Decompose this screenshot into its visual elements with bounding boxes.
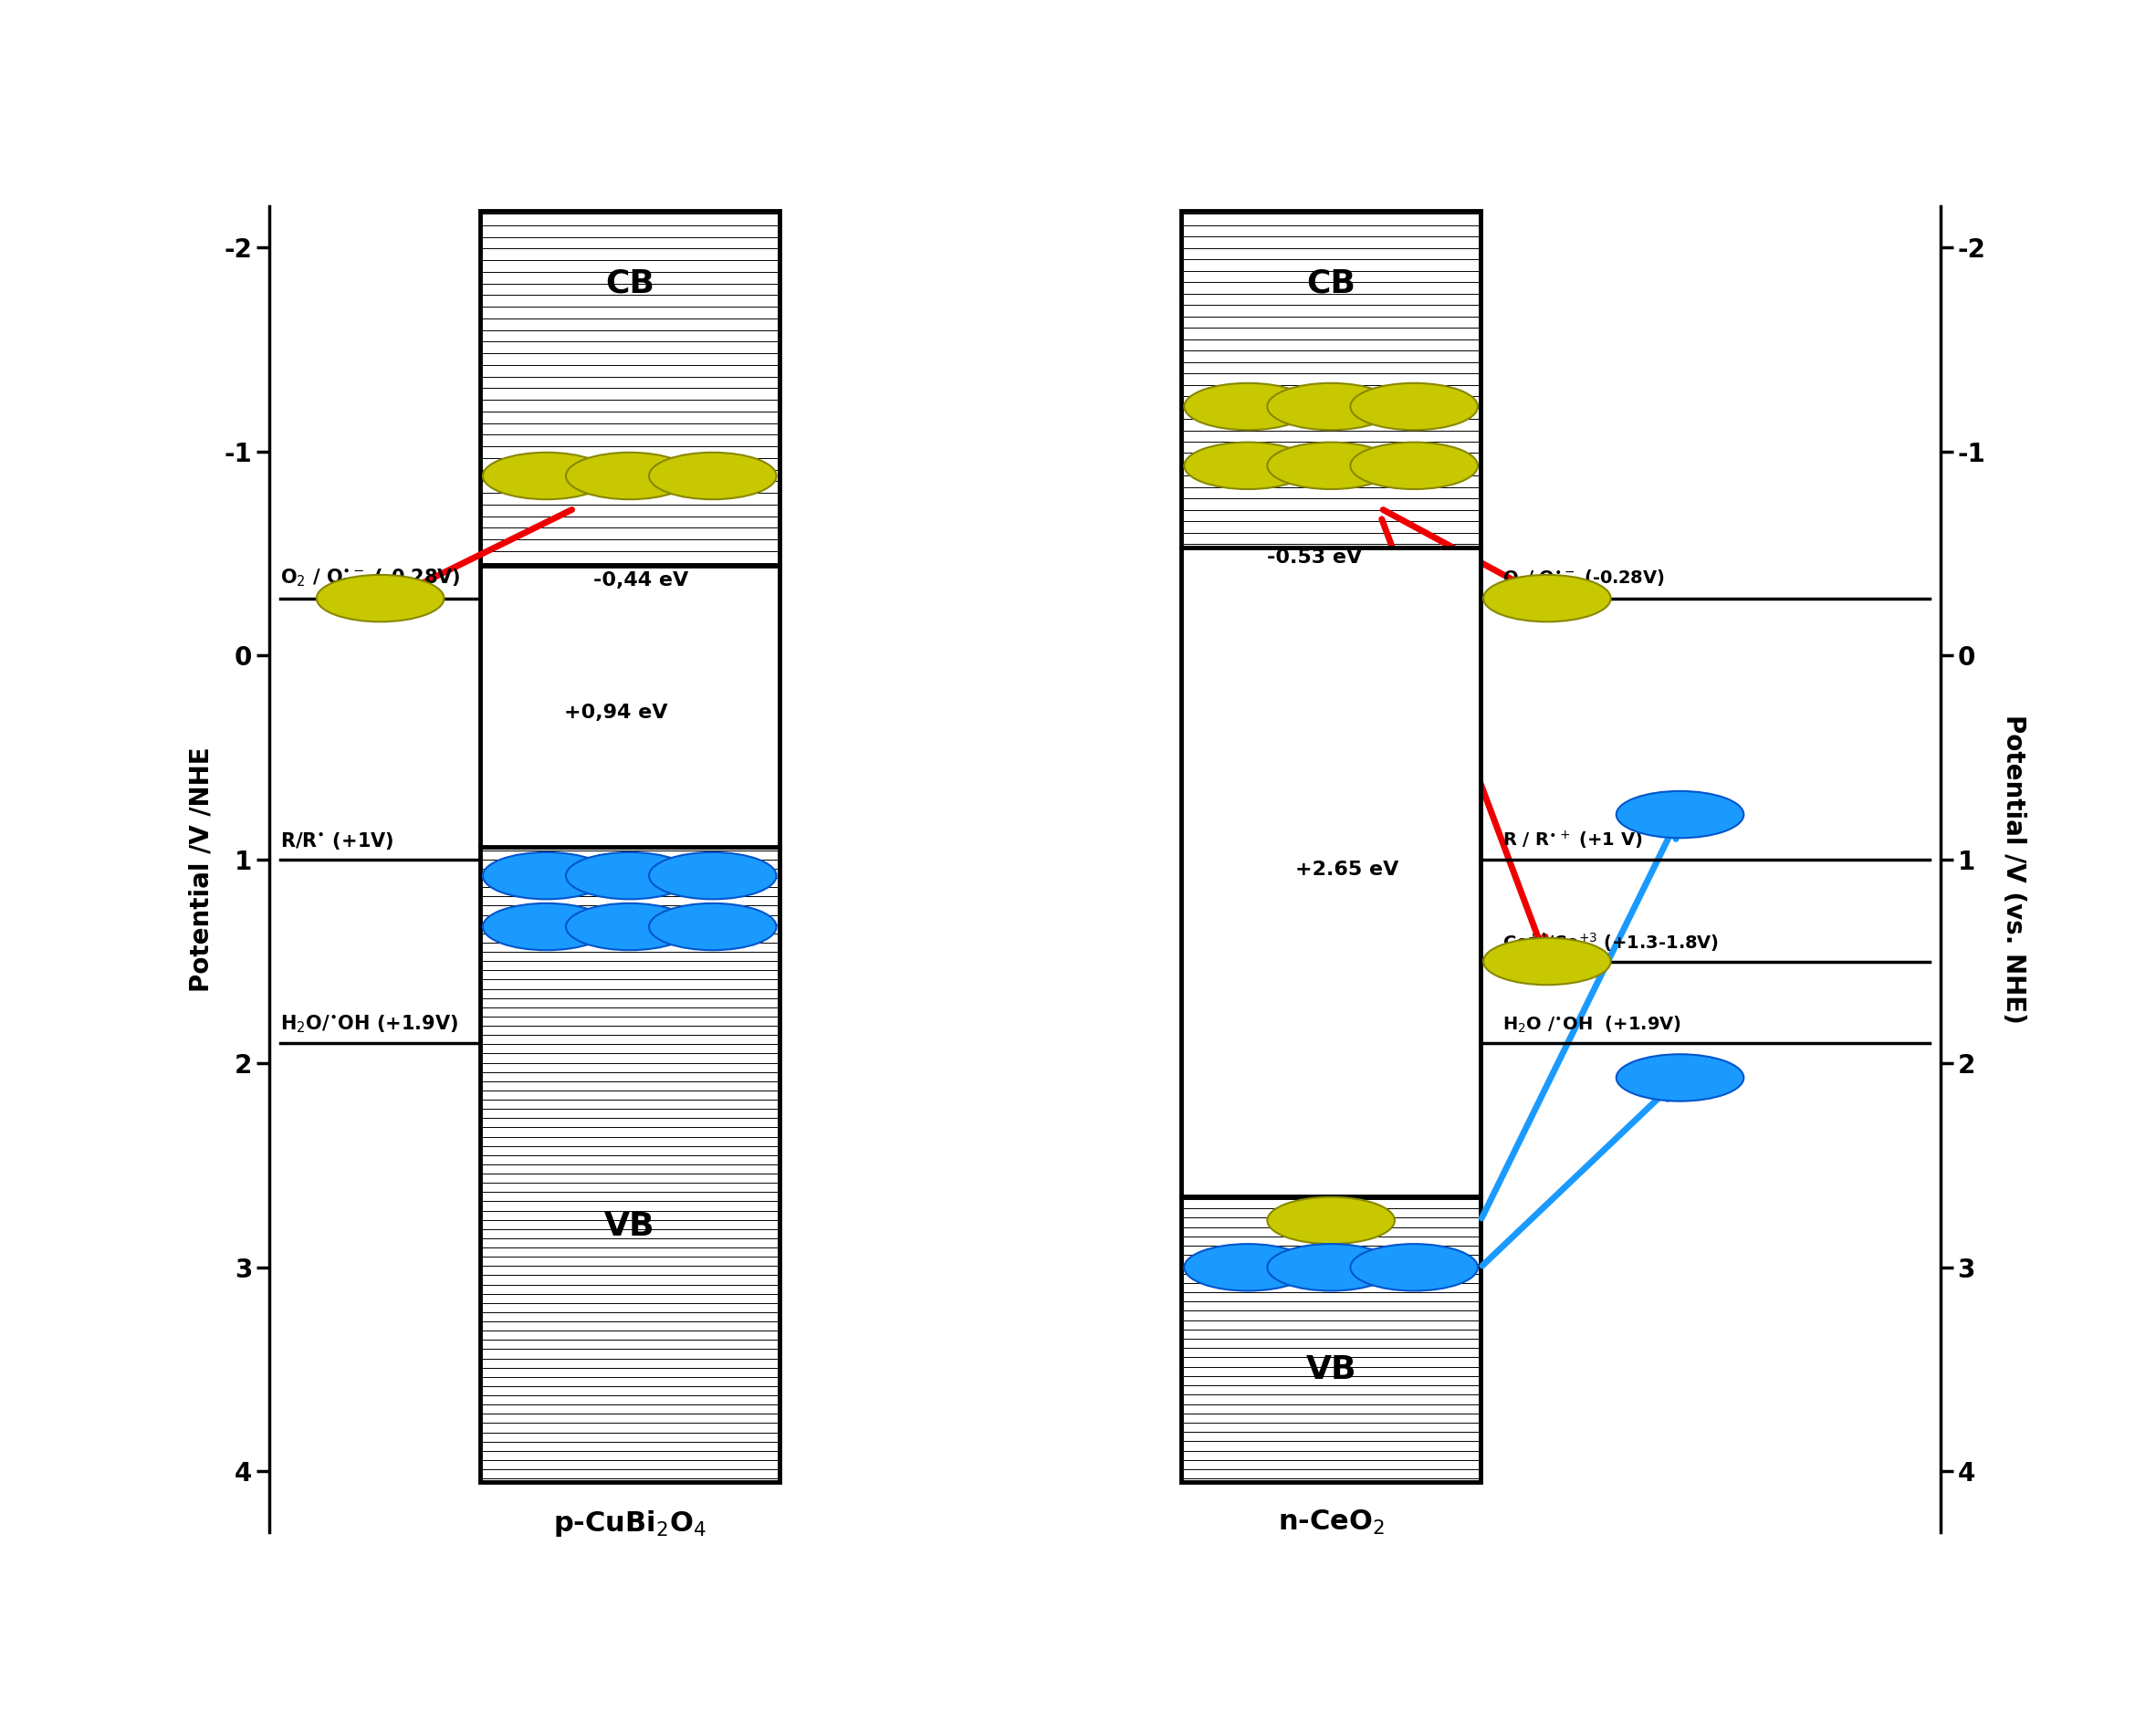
Circle shape — [565, 904, 694, 951]
Circle shape — [1617, 1054, 1744, 1100]
Y-axis label: Potential /V /NHE: Potential /V /NHE — [188, 747, 213, 992]
Text: H$_2$O/$^{\bullet}$OH (+1.9V): H$_2$O/$^{\bullet}$OH (+1.9V) — [280, 1013, 459, 1035]
Text: n-CeO$_2$: n-CeO$_2$ — [1279, 1508, 1384, 1536]
Circle shape — [565, 852, 694, 899]
Text: R / R$^{\bullet +}$ (+1 V): R / R$^{\bullet +}$ (+1 V) — [1503, 828, 1643, 851]
Text: O$_2$/ O$_2^{\bullet -}$ (-0.28V): O$_2$/ O$_2^{\bullet -}$ (-0.28V) — [1503, 568, 1664, 591]
Circle shape — [1184, 443, 1311, 489]
Text: p-CuBi$_2$O$_4$: p-CuBi$_2$O$_4$ — [554, 1508, 707, 1538]
Text: VB: VB — [604, 1211, 655, 1242]
Text: O$_2$ / O$_2^{\bullet -}$ (-0.28V): O$_2$ / O$_2^{\bullet -}$ (-0.28V) — [280, 567, 461, 591]
Text: -0.53 eV: -0.53 eV — [1268, 548, 1363, 567]
Circle shape — [483, 852, 610, 899]
Circle shape — [1483, 575, 1611, 622]
Bar — [481, 847, 778, 1481]
Circle shape — [1184, 1243, 1311, 1292]
Circle shape — [1350, 1243, 1477, 1292]
Circle shape — [1268, 1243, 1395, 1292]
Circle shape — [1268, 1197, 1395, 1243]
Y-axis label: Potential /V (vs. NHE): Potential /V (vs. NHE) — [2001, 715, 2027, 1025]
Circle shape — [317, 575, 444, 622]
Text: +2.65 eV: +2.65 eV — [1296, 861, 1399, 878]
Circle shape — [1350, 382, 1477, 430]
Text: H$_2$O /$^{\bullet}$OH  (+1.9V): H$_2$O /$^{\bullet}$OH (+1.9V) — [1503, 1014, 1682, 1035]
Circle shape — [1483, 938, 1611, 985]
Circle shape — [1268, 382, 1395, 430]
Circle shape — [649, 904, 776, 951]
Text: CB: CB — [1307, 269, 1356, 300]
Circle shape — [483, 453, 610, 499]
Bar — [1181, 548, 1481, 1197]
Circle shape — [649, 852, 776, 899]
Bar — [1181, 1197, 1481, 1481]
Circle shape — [1617, 790, 1744, 839]
Circle shape — [1350, 443, 1477, 489]
Text: CB: CB — [606, 269, 653, 300]
Bar — [481, 210, 778, 565]
Circle shape — [1184, 382, 1311, 430]
Text: -0,44 eV: -0,44 eV — [593, 570, 688, 589]
Circle shape — [649, 453, 776, 499]
Text: VB: VB — [1307, 1353, 1356, 1384]
Bar — [1181, 210, 1481, 548]
Circle shape — [483, 904, 610, 951]
Circle shape — [565, 453, 694, 499]
Bar — [481, 565, 778, 847]
Text: Ce$^{+4}$/Ce$^{+3}$ (+1.3-1.8V): Ce$^{+4}$/Ce$^{+3}$ (+1.3-1.8V) — [1503, 930, 1718, 954]
Circle shape — [1268, 443, 1395, 489]
Text: +0,94 eV: +0,94 eV — [565, 703, 668, 722]
Text: R/R$^{\bullet}$ (+1V): R/R$^{\bullet}$ (+1V) — [280, 830, 395, 851]
